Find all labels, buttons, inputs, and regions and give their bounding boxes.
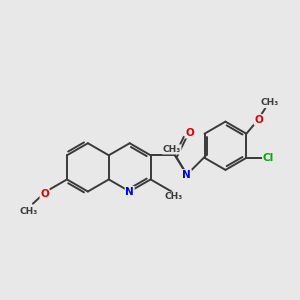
Text: N: N: [182, 170, 191, 180]
Text: O: O: [185, 128, 194, 138]
Text: N: N: [125, 187, 134, 196]
Text: O: O: [40, 189, 49, 199]
Text: CH₃: CH₃: [20, 207, 38, 216]
Text: CH₃: CH₃: [163, 145, 181, 154]
Text: O: O: [254, 115, 263, 125]
Text: Cl: Cl: [263, 153, 274, 163]
Text: CH₃: CH₃: [165, 192, 183, 201]
Text: CH₃: CH₃: [260, 98, 278, 107]
